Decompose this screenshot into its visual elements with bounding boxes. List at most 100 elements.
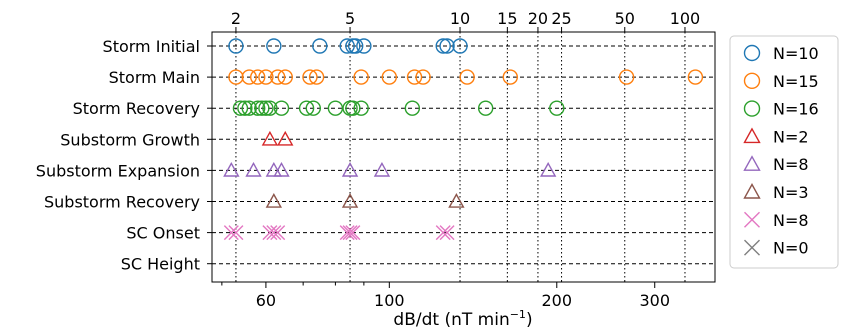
data-point (262, 225, 278, 241)
return-period-lines (235, 32, 686, 282)
data-point (269, 69, 286, 85)
data-point (262, 100, 278, 116)
top-tick-labels: 2 5 10 15 20 25 50 100 (231, 9, 700, 32)
data-point (743, 127, 761, 144)
data-point (406, 69, 423, 85)
data-point (345, 225, 361, 241)
data-point (356, 38, 372, 54)
data-point (254, 100, 270, 116)
x-axis-label: dB/dt (nT min−1) (393, 308, 532, 330)
top-tick-label: 100 (670, 9, 701, 28)
data-point (347, 38, 364, 54)
data-point (250, 100, 266, 116)
data-point (618, 69, 635, 85)
data-point (265, 193, 283, 208)
data-point (339, 38, 355, 54)
data-point (277, 69, 293, 85)
markers-layer (223, 38, 704, 241)
legend-label: N=8 (773, 155, 809, 174)
data-point (302, 69, 318, 85)
legend-label: N=3 (773, 183, 809, 202)
data-point (373, 161, 391, 177)
data-point-stroke (435, 225, 451, 241)
legend-label: N=15 (773, 72, 819, 91)
x-tick-labels: 60 100 200 300 (221, 282, 670, 310)
y-tick-label: Substorm Growth (60, 130, 200, 149)
data-point (744, 239, 760, 256)
data-point (743, 72, 761, 90)
data-point (228, 38, 244, 54)
top-tick-label: 50 (615, 9, 635, 28)
y-tick-label: SC Onset (126, 224, 200, 243)
plot-frame (211, 31, 716, 283)
data-point (353, 100, 369, 116)
y-tick-label: Storm Recovery (73, 99, 200, 118)
data-point-stroke (223, 225, 239, 241)
data-point (250, 69, 266, 85)
legend-label: N=8 (773, 211, 809, 230)
data-point (232, 100, 249, 116)
legend-box (729, 35, 839, 269)
data-point (549, 100, 565, 116)
x-axis-label-sup: −1 (510, 308, 526, 321)
data-point (415, 69, 431, 85)
data-point (743, 155, 761, 171)
x-tick-label: 60 (256, 291, 276, 310)
legend-label: N=2 (773, 127, 809, 146)
data-point (341, 161, 359, 177)
top-tick-label: 25 (551, 9, 571, 28)
data-point (404, 100, 421, 116)
data-point-stroke (266, 225, 282, 241)
data-point (459, 69, 475, 85)
data-point (228, 225, 244, 241)
legend-label: N=16 (773, 100, 819, 119)
data-point (439, 38, 455, 54)
data-point (273, 100, 290, 116)
y-tick-labels: Storm Initial Storm Main Storm Recovery Sub… (36, 37, 212, 274)
data-point (266, 38, 282, 54)
x-tick-label: 100 (374, 291, 405, 310)
data-point (241, 100, 257, 116)
data-point-stroke (439, 225, 455, 241)
data-point-stroke (339, 225, 355, 241)
data-point (312, 38, 328, 54)
y-tick-label: SC Height (121, 255, 200, 274)
data-point-stroke (345, 225, 361, 241)
data-point (308, 69, 325, 85)
top-tick-label: 5 (345, 9, 355, 28)
data-point-stroke (744, 239, 760, 256)
x-axis-label-close: ) (526, 310, 533, 330)
data-point (435, 38, 451, 54)
data-point (258, 69, 274, 85)
data-point (270, 225, 286, 241)
top-tick-label: 10 (450, 9, 470, 28)
data-point (439, 225, 455, 241)
legend-label: N=10 (773, 44, 819, 63)
top-tick-label: 2 (231, 9, 241, 28)
data-point (266, 225, 282, 241)
data-point (241, 69, 257, 85)
data-point (539, 161, 557, 177)
data-point (743, 183, 761, 199)
data-point (245, 161, 262, 177)
data-point (687, 69, 704, 85)
data-point (342, 225, 358, 241)
x-axis-label-main: dB/dt (nT min (393, 310, 509, 330)
top-tick-label: 20 (528, 9, 548, 28)
data-point (502, 69, 519, 85)
data-point (435, 225, 451, 241)
data-point (261, 130, 279, 146)
data-point (743, 44, 761, 62)
y-tick-label: Substorm Recovery (44, 193, 200, 212)
data-point-stroke (270, 225, 286, 241)
y-tick-label: Substorm Expansion (36, 161, 200, 180)
data-point (273, 161, 290, 177)
data-point (452, 38, 468, 54)
top-tick-label: 15 (497, 9, 517, 28)
data-point (223, 161, 240, 177)
data-point (341, 193, 359, 208)
y-tick-label: Storm Initial (103, 37, 200, 56)
grid-layer (212, 45, 715, 265)
data-point (298, 100, 315, 116)
